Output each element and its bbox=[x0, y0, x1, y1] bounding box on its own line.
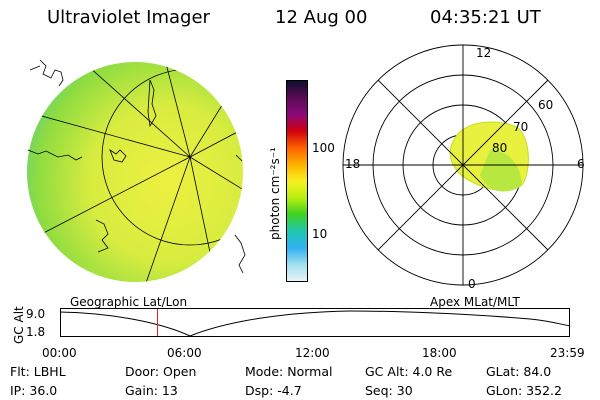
colorbar-tick-100: 100 bbox=[312, 141, 335, 155]
coastline-outlines bbox=[27, 59, 246, 274]
mlt-label-18: 18 bbox=[345, 157, 361, 171]
mlt-label-0: 0 bbox=[468, 277, 476, 291]
glat-status: GLat: 84.0 bbox=[486, 364, 552, 379]
colorbar bbox=[286, 80, 308, 282]
instrument-title: Ultraviolet Imager bbox=[47, 7, 210, 28]
polar-plot-label: Apex MLat/MLT bbox=[430, 295, 520, 309]
time-tick-1800: 18:00 bbox=[422, 346, 457, 360]
geographic-map bbox=[27, 59, 246, 282]
polar-plot bbox=[342, 44, 584, 286]
time-tick-2359: 23:59 bbox=[550, 346, 585, 360]
mlt-label-6: 6 bbox=[577, 157, 585, 171]
geo-map-label: Geographic Lat/Lon bbox=[70, 295, 188, 309]
mlt-label-12: 12 bbox=[476, 46, 492, 60]
mode-status: Mode: Normal bbox=[245, 364, 333, 379]
door-status: Door: Open bbox=[125, 364, 197, 379]
altitude-strip-plot bbox=[59, 308, 571, 337]
gc-alt-status: GC Alt: 4.0 Re bbox=[365, 364, 453, 379]
time-tick-0000: 00:00 bbox=[42, 346, 77, 360]
mlat-label-80: 80 bbox=[492, 141, 508, 155]
seq-status: Seq: 30 bbox=[365, 383, 413, 398]
observation-date: 12 Aug 00 bbox=[275, 7, 368, 28]
time-tick-1200: 12:00 bbox=[295, 346, 330, 360]
colorbar-tick-10: 10 bbox=[312, 227, 328, 241]
dsp-status: Dsp: -4.7 bbox=[245, 383, 302, 398]
time-tick-0600: 06:00 bbox=[167, 346, 202, 360]
glon-status: GLon: 352.2 bbox=[486, 383, 562, 398]
colorbar-unit-label: photon cm⁻²s⁻¹ bbox=[268, 147, 282, 240]
altitude-tick-low: 1.8 bbox=[26, 325, 46, 339]
observation-time: 04:35:21 UT bbox=[430, 7, 541, 28]
altitude-curve bbox=[59, 310, 571, 337]
geo-aurora-fill bbox=[27, 62, 243, 282]
altitude-tick-high: 9.0 bbox=[26, 307, 46, 321]
gain-status: Gain: 13 bbox=[125, 383, 178, 398]
altitude-axis-label: GC Alt bbox=[12, 306, 26, 344]
mlat-label-70: 70 bbox=[513, 120, 529, 134]
mlat-label-60: 60 bbox=[538, 98, 554, 112]
ip-status: IP: 36.0 bbox=[10, 383, 58, 398]
filter-status: Flt: LBHL bbox=[10, 364, 66, 379]
